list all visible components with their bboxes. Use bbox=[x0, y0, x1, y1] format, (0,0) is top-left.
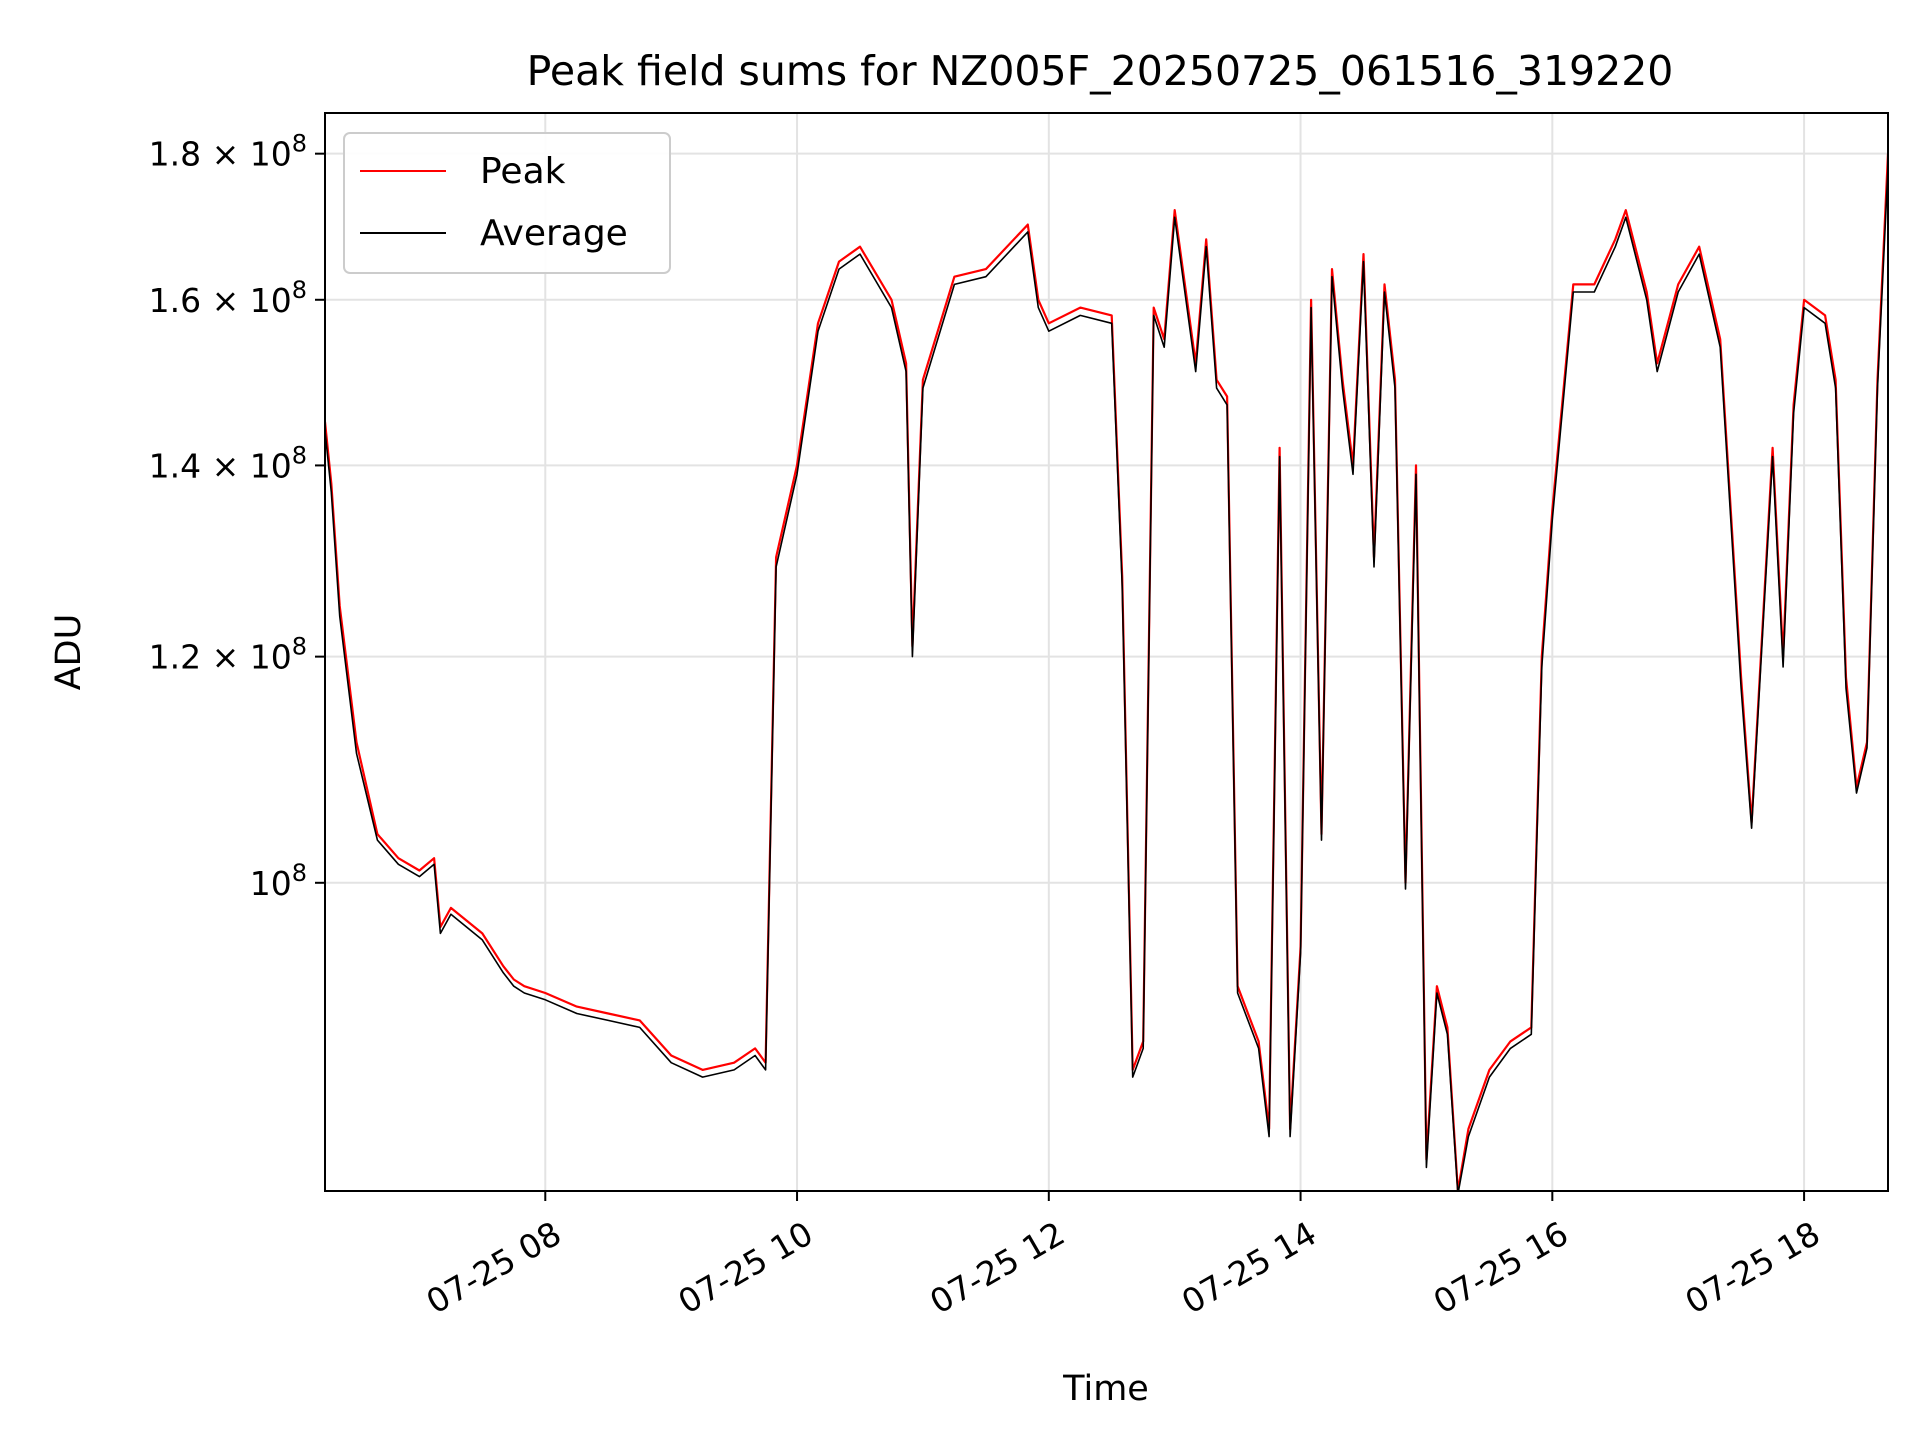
y-tick-label: 1.8 × 108 bbox=[149, 130, 307, 174]
y-axis-label: ADU bbox=[49, 614, 89, 691]
legend-label-average: Average bbox=[480, 213, 628, 254]
series-layer bbox=[325, 153, 1888, 1191]
series-line-average bbox=[325, 167, 1888, 1191]
chart-title: Peak field sums for NZ005F_20250725_0615… bbox=[527, 47, 1674, 95]
x-axis-label: Time bbox=[1062, 1369, 1149, 1409]
y-axis: 108 1.2 × 108 1.4 × 108 1.6 × 108 1.8 × 108 bbox=[149, 130, 325, 903]
y-tick-label: 1.2 × 108 bbox=[149, 633, 307, 677]
legend-box bbox=[343, 132, 671, 274]
legend-label-peak: Peak bbox=[480, 151, 566, 192]
y-tick-label: 108 bbox=[250, 859, 307, 903]
y-tick-label: 1.4 × 108 bbox=[149, 441, 307, 485]
y-tick-label: 1.6 × 108 bbox=[149, 276, 307, 320]
legend: Peak Average bbox=[343, 132, 671, 274]
plot-area-frame bbox=[324, 112, 1889, 1192]
